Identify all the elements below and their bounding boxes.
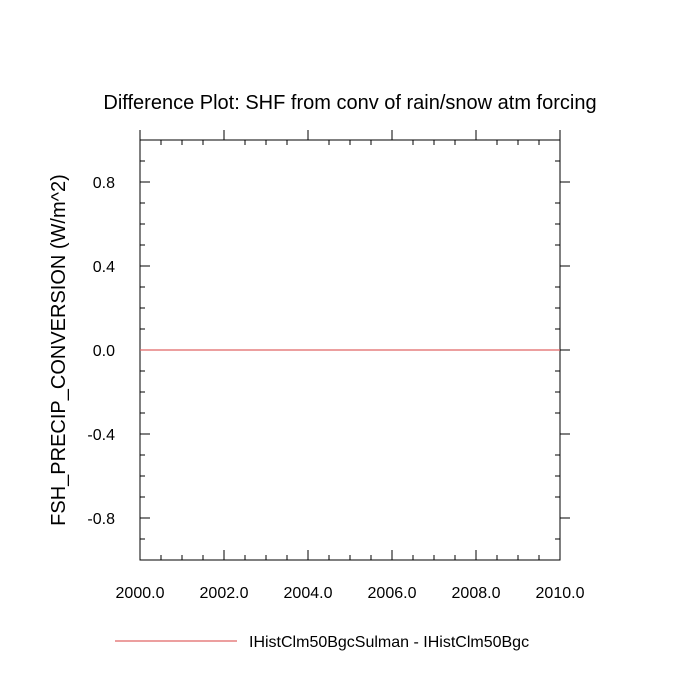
y-tick-label: 0.0 xyxy=(93,343,115,360)
x-tick-label: 2000.0 xyxy=(116,585,165,602)
legend: IHistClm50BgcSulman - IHistClm50Bgc xyxy=(115,634,529,651)
y-tick-label: 0.4 xyxy=(93,259,115,276)
legend-label: IHistClm50BgcSulman - IHistClm50Bgc xyxy=(249,634,529,651)
y-tick-label: -0.4 xyxy=(87,427,115,444)
y-tick-label: -0.8 xyxy=(87,511,115,528)
x-tick-label: 2006.0 xyxy=(368,585,417,602)
x-tick-label: 2010.0 xyxy=(536,585,585,602)
x-axis-ticks: 2000.0 2002.0 2004.0 2006.0 2008.0 2010.0 xyxy=(116,130,585,602)
y-tick-label: 0.8 xyxy=(93,175,115,192)
y-axis-ticks: 0.8 0.4 0.0 -0.4 -0.8 xyxy=(87,175,570,528)
chart-title: Difference Plot: SHF from conv of rain/s… xyxy=(103,92,596,114)
x-tick-label: 2002.0 xyxy=(200,585,249,602)
x-tick-label: 2004.0 xyxy=(284,585,333,602)
y-axis-label: FSH_PRECIP_CONVERSION (W/m^2) xyxy=(48,174,70,526)
minor-ticks xyxy=(140,139,560,561)
x-tick-label: 2008.0 xyxy=(452,585,501,602)
